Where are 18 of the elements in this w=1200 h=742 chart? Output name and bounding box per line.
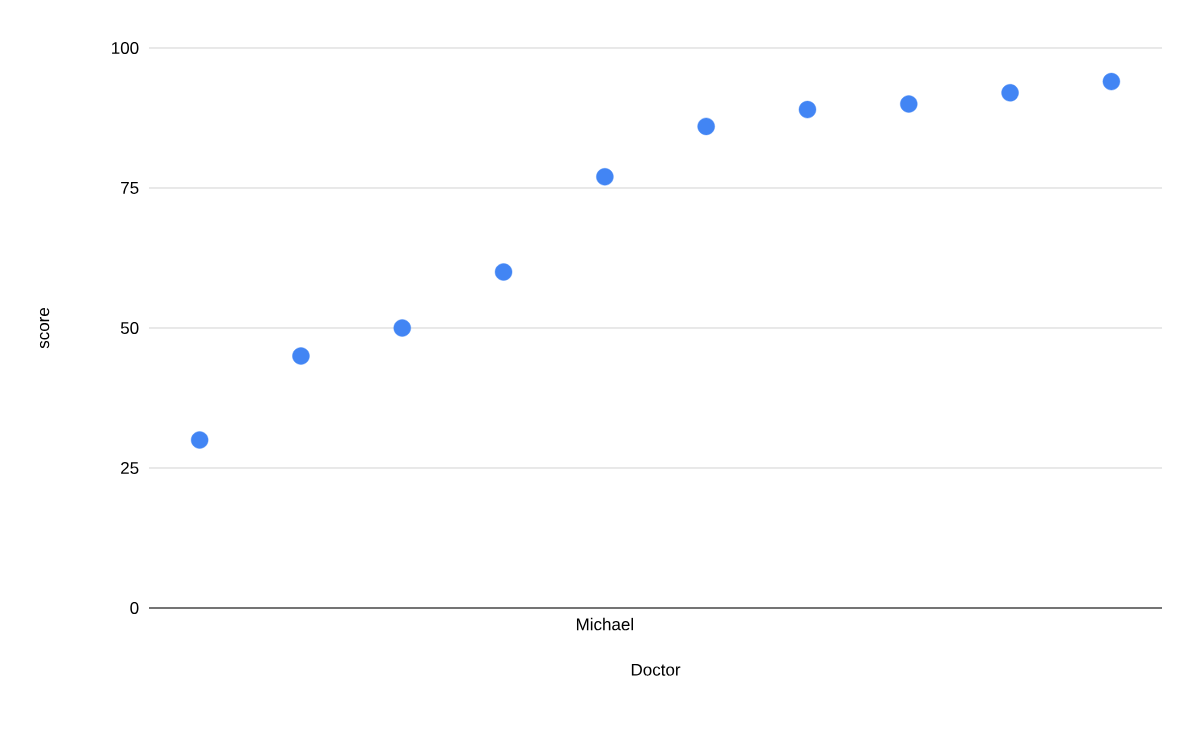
x-tick-label: Michael: [576, 617, 633, 631]
point: [900, 95, 918, 113]
point: [190, 431, 209, 449]
point: [697, 117, 715, 136]
point: [798, 100, 817, 119]
y-tick-label: 100: [112, 41, 139, 55]
point: [1001, 84, 1019, 102]
x-axis-title: Doctor: [631, 663, 681, 676]
point: [393, 319, 411, 337]
point: [596, 168, 614, 186]
point: [1102, 72, 1121, 91]
y-axis-title: score: [39, 307, 50, 349]
y-tick-label: 75: [121, 182, 139, 194]
y-tick-label: 25: [121, 461, 139, 475]
point: [292, 347, 310, 365]
point: [494, 263, 513, 281]
y-tick-label: 50: [120, 321, 139, 335]
y-tick-label: 0: [130, 601, 139, 615]
